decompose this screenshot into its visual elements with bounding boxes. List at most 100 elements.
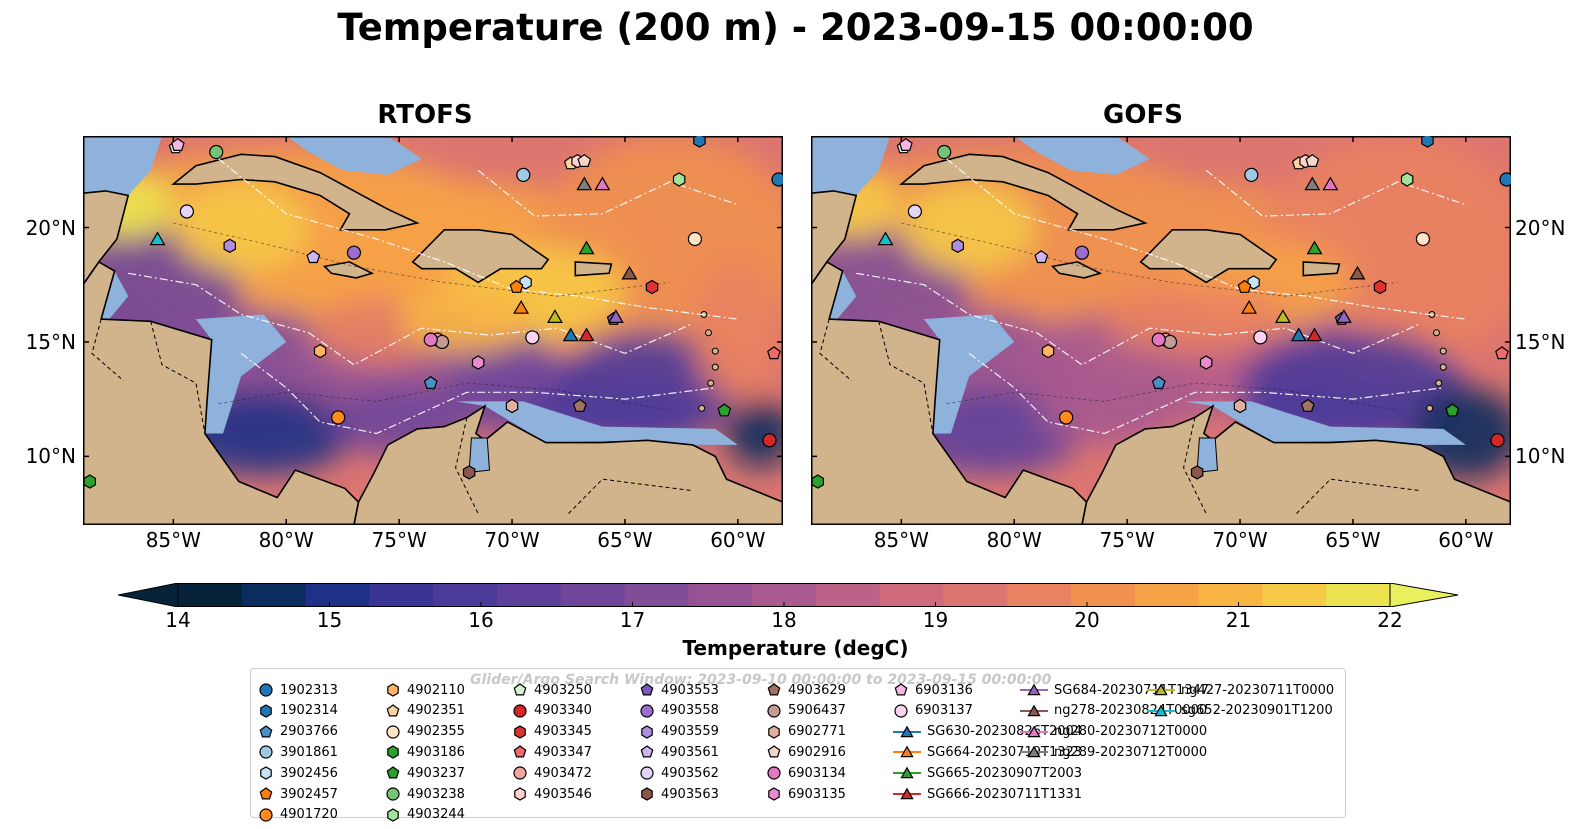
circle-icon <box>259 745 273 759</box>
argo-float-6903134[interactable] <box>423 332 438 347</box>
argo-float-6902916[interactable] <box>577 153 592 167</box>
argo-float-4902110[interactable] <box>313 343 327 359</box>
argo-float-4903186[interactable] <box>83 474 96 489</box>
argo-float-4903340[interactable] <box>762 433 777 448</box>
argo-float-6902916[interactable] <box>1305 153 1320 167</box>
argo-float-6903135[interactable] <box>1199 355 1213 370</box>
glider-ng427-20230711T0000[interactable] <box>1274 309 1291 323</box>
argo-float-1902314[interactable] <box>1421 136 1434 148</box>
argo-float-3902457[interactable] <box>1237 279 1252 293</box>
argo-float-4902355[interactable] <box>1415 231 1431 247</box>
bathymetry-contour <box>218 382 671 411</box>
glider-ng280-20230712T0000[interactable] <box>1322 176 1339 191</box>
lat-tick-label: 20°N <box>1515 215 1566 240</box>
argo-float-4903559[interactable] <box>951 238 964 253</box>
glider-SG684-20230711T1347[interactable] <box>1335 309 1352 323</box>
argo-float-6903134[interactable] <box>1151 332 1166 347</box>
legend-label: 4903629 <box>788 682 846 698</box>
argo-float-6903136[interactable] <box>898 137 913 151</box>
glider-SG666-20230711T1331[interactable] <box>578 327 595 342</box>
argo-float-4903561[interactable] <box>1034 250 1049 264</box>
glider-ng289-20230712T0000[interactable] <box>576 176 593 191</box>
legend-label: 4903562 <box>661 765 719 781</box>
argo-float-5906437[interactable] <box>434 334 450 350</box>
argo-float-4903238[interactable] <box>209 144 224 160</box>
argo-float-4903563[interactable] <box>1190 465 1204 480</box>
hexagon-icon <box>768 724 780 739</box>
legend-label: 4903563 <box>661 786 719 802</box>
argo-float-4903244[interactable] <box>672 172 686 187</box>
argo-float-4903629[interactable] <box>1300 398 1315 412</box>
glider-SG664-20230719T1323[interactable] <box>1241 300 1258 314</box>
argo-float-4903629[interactable] <box>572 398 587 412</box>
glider-ng289-20230712T0000[interactable] <box>1304 176 1321 191</box>
argo-float-4903238[interactable] <box>937 144 952 160</box>
argo-float-5906437[interactable] <box>1162 334 1178 350</box>
argo-float-4903244[interactable] <box>1400 172 1414 187</box>
argo-float-1902313[interactable] <box>1499 172 1511 187</box>
argo-float-4903237[interactable] <box>717 403 732 417</box>
argo-float-4903347[interactable] <box>767 346 781 360</box>
argo-float-4903562[interactable] <box>179 204 194 219</box>
glider-sg652-20230901T1200[interactable] <box>877 231 894 246</box>
glider-ng427-20230711T0000[interactable] <box>546 309 563 323</box>
argo-float-6903137[interactable] <box>525 330 540 345</box>
glider-SG665-20230907T2003[interactable] <box>1306 240 1323 255</box>
argo-float-2903766[interactable] <box>1151 375 1166 389</box>
legend-label: 4903546 <box>534 786 592 802</box>
argo-float-4902355[interactable] <box>687 231 703 247</box>
argo-float-4903345[interactable] <box>1373 279 1387 295</box>
argo-float-4903345[interactable] <box>645 279 659 295</box>
argo-float-2903766[interactable] <box>423 375 438 389</box>
island <box>1439 347 1447 355</box>
glider-ng280-20230712T0000[interactable] <box>594 176 611 191</box>
argo-float-4903186[interactable] <box>811 474 824 489</box>
argo-float-4903559[interactable] <box>223 238 236 253</box>
argo-float-4903558[interactable] <box>346 245 362 260</box>
glider-SG665-20230907T2003[interactable] <box>578 240 595 255</box>
argo-float-4901720[interactable] <box>1059 410 1074 425</box>
argo-float-4903563[interactable] <box>462 465 476 480</box>
argo-float-4903561[interactable] <box>306 250 321 264</box>
argo-float-3902457[interactable] <box>509 279 524 293</box>
argo-float-6903136[interactable] <box>170 137 185 151</box>
glider-SG684-20230711T1347[interactable] <box>607 309 624 323</box>
legend-label: 4903250 <box>534 682 592 698</box>
argo-float-6902771[interactable] <box>505 398 519 414</box>
legend-item: ng280-20230712T0000 <box>1020 722 1207 742</box>
argo-float-6903135[interactable] <box>471 355 485 370</box>
colorbar-segment <box>369 583 434 607</box>
argo-float-1902314[interactable] <box>693 136 706 148</box>
hexagon-icon <box>514 724 526 739</box>
legend-label: SG630-20230826T2004 <box>927 724 1083 740</box>
argo-float-4903347[interactable] <box>1495 346 1509 360</box>
colorbar <box>118 583 1459 607</box>
pentagon-icon <box>767 745 781 758</box>
glider-SG630-20230826T2004[interactable] <box>1290 327 1307 342</box>
glider-ng278-20230824T0000[interactable] <box>621 265 638 280</box>
argo-float-4903558[interactable] <box>1074 245 1090 260</box>
argo-float-4903237[interactable] <box>1445 403 1460 417</box>
argo-float-6903137[interactable] <box>1253 330 1268 345</box>
glider-SG666-20230711T1331[interactable] <box>1306 327 1323 342</box>
argo-float-6902771[interactable] <box>1233 398 1247 414</box>
legend-label: 4903186 <box>407 744 465 760</box>
pentagon-icon <box>513 745 527 758</box>
argo-float-4903340[interactable] <box>1490 433 1505 448</box>
argo-float-1902313[interactable] <box>771 172 783 187</box>
glider-ng278-20230824T0000[interactable] <box>1349 265 1366 280</box>
glider-SG664-20230719T1323[interactable] <box>513 300 530 314</box>
argo-float-3901861[interactable] <box>1244 167 1259 183</box>
legend-item: 4903472 <box>512 763 592 783</box>
argo-float-4903562[interactable] <box>907 204 922 219</box>
map-panel-gofs <box>811 136 1511 525</box>
glider-SG630-20230826T2004[interactable] <box>562 327 579 342</box>
argo-float-3901861[interactable] <box>516 167 531 183</box>
argo-float-4902110[interactable] <box>1041 343 1055 359</box>
legend-item: 4903629 <box>766 680 846 700</box>
glider-sg652-20230901T1200[interactable] <box>149 231 166 246</box>
land-mass <box>811 190 858 287</box>
legend-label: 4903553 <box>661 682 719 698</box>
island <box>1426 404 1434 412</box>
argo-float-4901720[interactable] <box>331 410 346 425</box>
